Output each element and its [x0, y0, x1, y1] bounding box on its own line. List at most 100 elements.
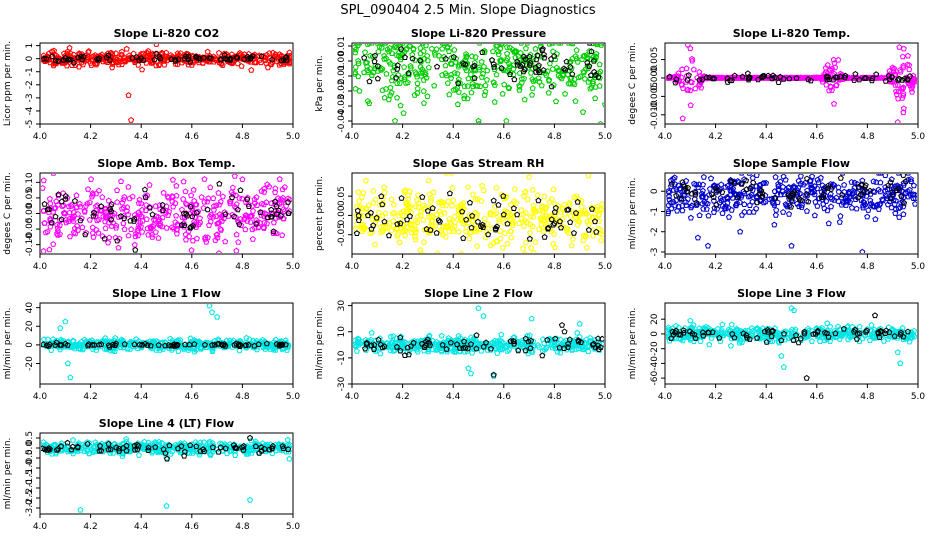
data-point — [464, 183, 471, 190]
data-point — [734, 326, 741, 333]
data-point — [425, 64, 432, 71]
data-point — [131, 241, 138, 248]
data-point — [47, 200, 54, 207]
data-point — [142, 194, 149, 201]
data-point — [677, 336, 684, 342]
data-point — [681, 183, 688, 190]
data-point — [124, 204, 131, 210]
data-point — [113, 340, 120, 347]
data-point — [107, 205, 114, 212]
data-point — [585, 226, 592, 233]
data-point — [233, 231, 240, 238]
data-point — [794, 193, 802, 200]
data-point — [209, 348, 216, 354]
data-point — [706, 74, 713, 81]
data-point — [844, 323, 851, 330]
data-point — [400, 44, 406, 46]
data-point — [890, 191, 897, 198]
data-point — [596, 82, 603, 89]
data-point — [169, 192, 176, 199]
data-point — [182, 188, 189, 195]
data-point — [229, 211, 236, 218]
data-point — [873, 71, 880, 77]
y-tick-label: -3 — [25, 93, 35, 102]
data-point — [446, 215, 453, 222]
data-point — [893, 91, 900, 97]
data-point — [567, 74, 574, 81]
data-point — [439, 71, 446, 78]
data-point — [827, 83, 834, 89]
data-point — [463, 50, 470, 57]
data-point — [906, 186, 913, 193]
data-point — [283, 202, 290, 209]
data-point — [159, 201, 166, 208]
data-point — [435, 217, 442, 223]
data-point — [62, 192, 69, 199]
data-point — [668, 205, 675, 212]
outlier-point — [475, 117, 482, 123]
data-point — [202, 234, 209, 241]
data-point — [368, 342, 375, 349]
data-point — [719, 210, 726, 216]
data-point — [118, 178, 125, 184]
outlier-point — [894, 349, 901, 355]
data-point — [353, 230, 360, 236]
data-point — [123, 207, 130, 214]
x-tick-label: 4.8 — [860, 392, 875, 402]
data-point — [541, 346, 548, 353]
chart-panel: Slope Li-820 Temp.degees C per min.4.0 4.… — [628, 27, 925, 142]
data-point — [800, 181, 807, 188]
y-tick-label: 0.00 — [337, 205, 347, 225]
data-point — [889, 73, 896, 80]
data-point — [244, 196, 251, 202]
data-point — [187, 58, 194, 65]
data-point — [277, 55, 284, 62]
data-point — [589, 338, 596, 345]
outlier-point — [558, 321, 566, 328]
data-point — [719, 321, 726, 328]
outlier-point — [679, 115, 686, 122]
data-point — [766, 196, 773, 202]
data-point — [705, 329, 712, 336]
data-point — [731, 334, 738, 341]
data-point — [402, 232, 409, 239]
data-point — [414, 85, 421, 92]
data-point — [746, 208, 753, 215]
data-point — [869, 330, 876, 337]
data-point — [546, 44, 553, 47]
data-point — [146, 204, 153, 211]
data-point — [883, 327, 890, 334]
data-point — [168, 346, 175, 353]
data-point — [528, 347, 535, 354]
data-point — [169, 224, 176, 230]
x-tick-label: 4.8 — [547, 132, 562, 142]
data-point — [90, 53, 97, 59]
data-point — [48, 219, 55, 226]
data-point — [557, 349, 564, 356]
data-point — [146, 181, 153, 188]
data-point — [533, 56, 540, 63]
data-point — [773, 206, 780, 213]
data-point — [221, 209, 228, 215]
data-point — [223, 450, 231, 457]
y-tick-label: -0.10 — [25, 233, 35, 257]
data-point — [89, 345, 96, 352]
data-point — [251, 199, 258, 206]
data-point — [861, 183, 868, 190]
data-point — [408, 221, 415, 228]
data-point — [754, 334, 761, 341]
data-point — [353, 46, 359, 53]
data-point — [354, 207, 361, 214]
data-point — [455, 206, 462, 213]
data-point — [120, 342, 127, 349]
data-point — [529, 85, 536, 91]
data-point — [442, 233, 449, 240]
data-point — [363, 346, 370, 353]
data-point — [461, 338, 468, 345]
data-point — [815, 74, 822, 81]
y-axis-label: ml/min per min. — [628, 178, 638, 250]
y-axis-label: ml/min per min. — [3, 438, 13, 510]
data-point — [127, 217, 134, 224]
data-point — [402, 79, 409, 86]
